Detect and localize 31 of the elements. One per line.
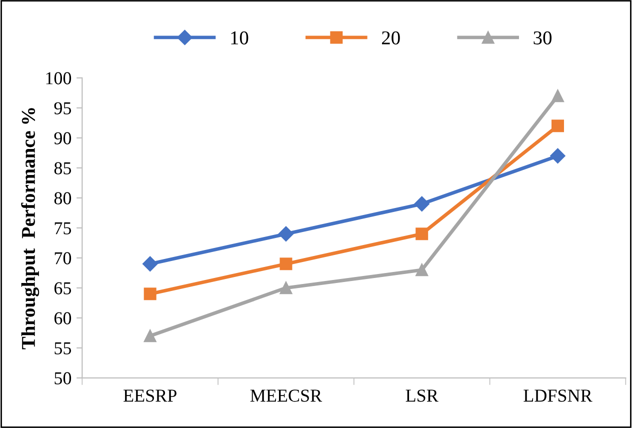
point — [550, 148, 566, 164]
point — [142, 256, 158, 272]
y-tick-label: 70 — [54, 252, 72, 264]
point — [551, 90, 564, 102]
y-tick-label: 65 — [54, 282, 72, 294]
y-tick-label: 90 — [54, 132, 72, 144]
y-axis-title: Throughput Performance % — [21, 108, 40, 350]
point — [416, 264, 428, 276]
y-tick-label: 55 — [54, 342, 72, 354]
point — [144, 330, 156, 342]
x-tick-label: LDFSNR — [524, 390, 592, 402]
x-tick-label: MEECSR — [250, 390, 322, 402]
y-tick-label: 85 — [54, 162, 72, 174]
y-tick-label: 75 — [54, 222, 72, 234]
x-tick-label: LSR — [406, 390, 438, 402]
legend-label: 20 — [382, 31, 400, 44]
point — [280, 282, 292, 294]
point — [551, 120, 564, 132]
y-tick-label: 50 — [54, 372, 72, 384]
point — [280, 258, 292, 270]
point — [278, 226, 294, 242]
legend-label: 10 — [231, 31, 248, 44]
y-tick-label: 60 — [54, 312, 72, 324]
point — [414, 196, 430, 212]
y-tick-label: 100 — [46, 72, 72, 84]
y-tick-label: 80 — [54, 192, 72, 204]
legend-label: 30 — [534, 31, 552, 44]
point — [416, 228, 428, 240]
y-tick-label: 95 — [54, 102, 72, 114]
point — [144, 288, 156, 300]
x-tick-label: EESRP — [124, 390, 176, 402]
